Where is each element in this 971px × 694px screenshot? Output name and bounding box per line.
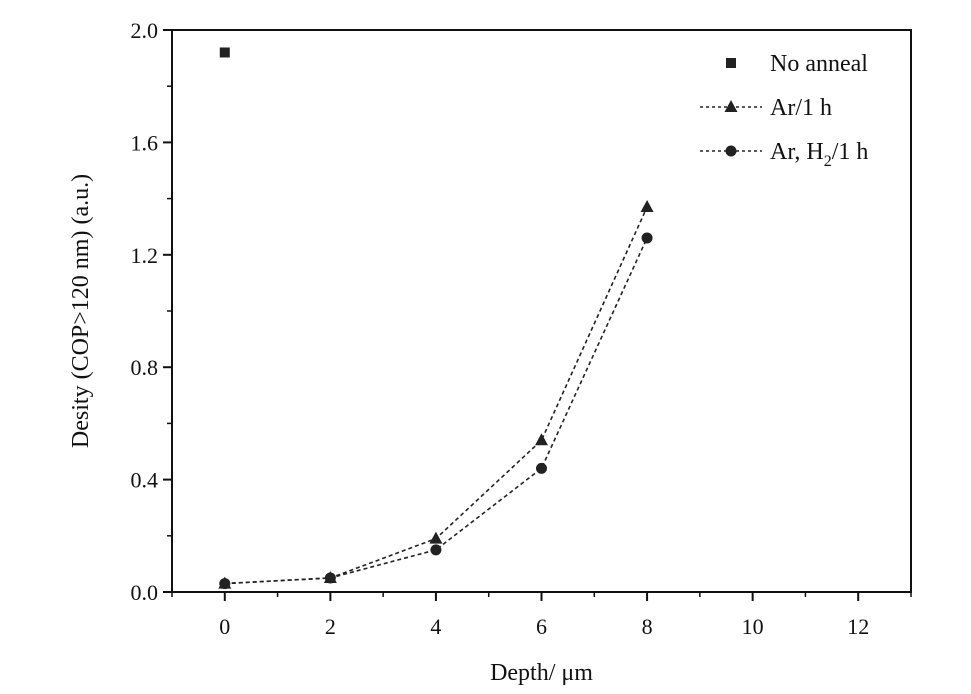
circle-marker <box>324 572 336 584</box>
square-marker <box>219 47 230 58</box>
y-axis-title: Desity (COP>120 nm) (a.u.) <box>68 174 94 448</box>
circle-marker <box>641 232 653 244</box>
y-tick-label: 0.8 <box>131 355 159 380</box>
series-line <box>224 237 648 585</box>
legend: No anneal Ar/1 h Ar, H2/1 h <box>700 51 868 170</box>
x-axis-title: Depth/ μm <box>490 660 593 686</box>
x-tick-label: 10 <box>742 614 764 639</box>
triangle-marker <box>535 433 548 446</box>
legend-item: Ar, H2/1 h <box>700 139 868 170</box>
circle-marker <box>430 544 442 556</box>
triangle-marker <box>429 531 443 544</box>
x-tick-label: 8 <box>642 614 653 639</box>
x-tick-label: 12 <box>847 614 869 639</box>
series-circle <box>219 232 653 590</box>
y-tick-label: 0.0 <box>131 580 159 605</box>
y-tick-label: 2.0 <box>131 18 159 43</box>
triangle-marker <box>724 100 738 112</box>
legend-label: Ar, H2/1 h <box>770 139 868 170</box>
legend-item: Ar/1 h <box>700 95 832 121</box>
series-triangle <box>218 200 654 589</box>
circle-marker <box>725 145 737 157</box>
x-tick-label: 6 <box>536 614 547 639</box>
x-tick-label: 0 <box>219 614 230 639</box>
x-tick-label: 4 <box>430 614 441 639</box>
x-tick-label: 2 <box>325 614 336 639</box>
y-tick-label: 0.4 <box>131 468 159 493</box>
y-tick-label: 1.6 <box>131 130 159 155</box>
series-square <box>219 47 230 58</box>
y-tick-label: 1.2 <box>131 243 159 268</box>
legend-label: No anneal <box>770 51 868 77</box>
series-line <box>224 206 648 585</box>
circle-marker <box>536 462 547 474</box>
square-marker <box>726 58 736 68</box>
x-axis: 0 2 4 6 8 10 12 <box>171 592 912 639</box>
series-layer <box>218 47 654 590</box>
circle-marker <box>219 578 231 590</box>
y-axis: 0.0 0.4 0.8 1.2 1.6 2.0 <box>131 18 172 605</box>
triangle-marker <box>640 200 654 213</box>
legend-label: Ar/1 h <box>770 95 832 121</box>
legend-item: No anneal <box>726 51 868 77</box>
